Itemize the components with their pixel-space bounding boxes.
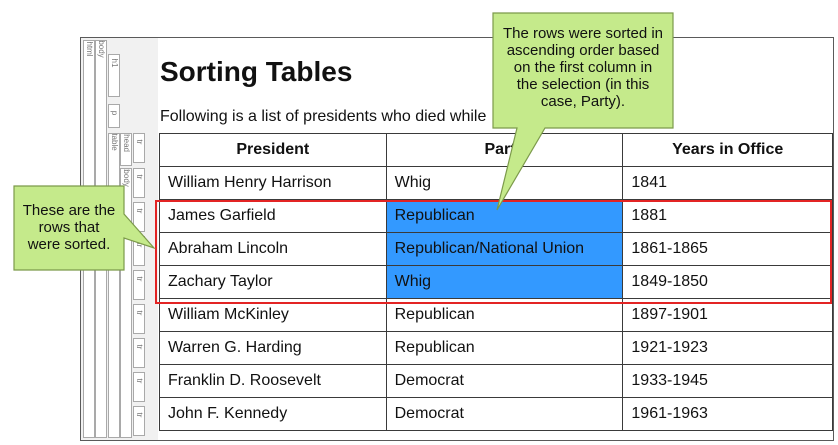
party-cell[interactable]: Republican bbox=[385, 298, 624, 332]
party-cell[interactable]: Republican/National Union bbox=[385, 232, 624, 266]
table-row: John F. Kennedy Democrat 1961-1963 bbox=[159, 397, 833, 431]
years-cell[interactable]: 1897-1901 bbox=[622, 298, 833, 332]
tr-tag-marker[interactable]: tr bbox=[133, 406, 145, 436]
tr-tag-label: tr bbox=[135, 344, 144, 350]
table-body: William Henry Harrison Whig 1841 James Garf… bbox=[159, 166, 833, 431]
callout-line: rows that bbox=[38, 219, 100, 236]
president-cell[interactable]: Franklin D. Roosevelt bbox=[159, 364, 387, 398]
h1-tag-label: h1 bbox=[110, 58, 119, 68]
presidents-table: President Party Years in Office William … bbox=[159, 133, 833, 431]
tr-tag-label: tr bbox=[135, 412, 144, 418]
callout-line: on the first column in bbox=[513, 59, 653, 76]
table-row: Zachary Taylor Whig 1849-1850 bbox=[159, 265, 833, 299]
president-cell[interactable]: James Garfield bbox=[159, 199, 387, 233]
table-tag-marker[interactable]: table bbox=[108, 133, 120, 438]
party-cell[interactable]: Whig bbox=[385, 265, 624, 299]
years-cell[interactable]: 1881 bbox=[622, 199, 833, 233]
tr-tag-marker[interactable]: tr bbox=[133, 338, 145, 368]
tr-tag-label: tr bbox=[135, 242, 144, 248]
years-cell[interactable]: 1841 bbox=[622, 166, 833, 200]
html-tag-label: html bbox=[85, 41, 94, 57]
tr-tag-label: tr bbox=[135, 174, 144, 180]
tbody-tag-label: tbody bbox=[122, 168, 131, 187]
tr-tag-label: tr bbox=[135, 208, 144, 214]
years-column-header[interactable]: Years in Office bbox=[622, 133, 833, 167]
president-cell[interactable]: Abraham Lincoln bbox=[159, 232, 387, 266]
years-cell[interactable]: 1861-1865 bbox=[622, 232, 833, 266]
tr-tag-label: tr bbox=[135, 310, 144, 316]
years-cell[interactable]: 1849-1850 bbox=[622, 265, 833, 299]
tr-tag-marker[interactable]: tr bbox=[133, 168, 145, 198]
tr-tag-marker[interactable]: tr bbox=[133, 372, 145, 402]
h1-tag-marker[interactable]: h1 bbox=[108, 54, 120, 97]
intro-paragraph: Following is a list of presidents who di… bbox=[160, 108, 487, 125]
tr-tag-marker[interactable]: tr bbox=[133, 202, 145, 232]
p-tag-marker[interactable]: p bbox=[108, 104, 120, 128]
callout-line: ascending order based bbox=[506, 42, 660, 59]
tr-tag-marker[interactable]: tr bbox=[133, 270, 145, 300]
table-row: William McKinley Republican 1897-1901 bbox=[159, 298, 833, 332]
tr-tag-label: tr bbox=[135, 276, 144, 282]
president-cell[interactable]: Zachary Taylor bbox=[159, 265, 387, 299]
table-header-row: President Party Years in Office bbox=[159, 133, 833, 167]
president-column-header[interactable]: President bbox=[159, 133, 387, 167]
table-row: William Henry Harrison Whig 1841 bbox=[159, 166, 833, 200]
p-tag-label: p bbox=[110, 110, 119, 116]
party-cell[interactable]: Republican bbox=[385, 331, 624, 365]
tr-tag-marker[interactable]: tr bbox=[133, 236, 145, 266]
party-cell[interactable]: Republican bbox=[385, 199, 624, 233]
tr-tag-marker[interactable]: tr bbox=[133, 304, 145, 334]
thead-tag-marker[interactable]: thead bbox=[120, 133, 132, 166]
callout-line: The rows were sorted in bbox=[502, 25, 664, 42]
body-tag-label: body bbox=[97, 40, 106, 58]
table-row: James Garfield Republican 1881 bbox=[159, 199, 833, 233]
president-cell[interactable]: William Henry Harrison bbox=[159, 166, 387, 200]
page-title: Sorting Tables bbox=[160, 56, 353, 87]
party-cell[interactable]: Democrat bbox=[385, 397, 624, 431]
callout-line: the selection (in this bbox=[516, 76, 650, 93]
tr-tag-marker[interactable]: tr bbox=[133, 133, 145, 163]
thead-tag-label: thead bbox=[122, 133, 131, 153]
president-cell[interactable]: William McKinley bbox=[159, 298, 387, 332]
party-cell[interactable]: Democrat bbox=[385, 364, 624, 398]
callout-line: case, Party). bbox=[540, 93, 626, 110]
tr-tag-label: tr bbox=[135, 378, 144, 384]
party-column-header[interactable]: Party bbox=[385, 133, 624, 167]
table-row: Franklin D. Roosevelt Democrat 1933-1945 bbox=[159, 364, 833, 398]
years-cell[interactable]: 1921-1923 bbox=[622, 331, 833, 365]
table-row: Warren G. Harding Republican 1921-1923 bbox=[159, 331, 833, 365]
table-tag-label: table bbox=[110, 133, 119, 151]
sorted-rows-callout-text: These are the rows that were sorted. bbox=[14, 202, 124, 253]
years-cell[interactable]: 1933-1945 bbox=[622, 364, 833, 398]
callout-line: These are the bbox=[22, 202, 116, 219]
sort-explanation-callout-text: The rows were sorted in ascending order … bbox=[493, 25, 673, 110]
years-cell[interactable]: 1961-1963 bbox=[622, 397, 833, 431]
president-cell[interactable]: John F. Kennedy bbox=[159, 397, 387, 431]
tr-tag-label: tr bbox=[135, 139, 144, 145]
callout-line: were sorted. bbox=[27, 236, 111, 253]
table-row: Abraham Lincoln Republican/National Union… bbox=[159, 232, 833, 266]
president-cell[interactable]: Warren G. Harding bbox=[159, 331, 387, 365]
party-cell[interactable]: Whig bbox=[385, 166, 624, 200]
